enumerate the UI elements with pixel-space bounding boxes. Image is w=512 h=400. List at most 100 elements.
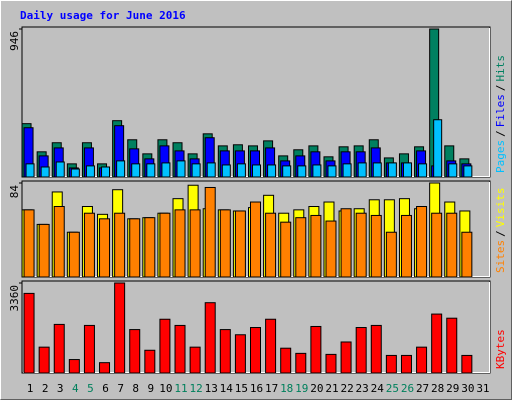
bar: [310, 325, 322, 374]
x-tick-label: 17: [265, 382, 278, 395]
bar: [297, 165, 307, 178]
x-tick-label: 28: [431, 382, 444, 395]
bar: [161, 162, 171, 178]
bar: [357, 162, 367, 178]
x-tick-label: 29: [446, 382, 459, 395]
bar: [250, 327, 261, 374]
bar: [402, 162, 412, 178]
bar: [38, 346, 50, 374]
bar: [355, 327, 367, 374]
x-tick-label: 13: [205, 382, 218, 395]
bar: [372, 162, 382, 178]
bar: [385, 231, 397, 278]
bar: [116, 160, 126, 178]
x-tick-label: 20: [310, 382, 323, 395]
bar: [433, 119, 443, 178]
bar: [448, 163, 458, 178]
legend: KBytes: [494, 329, 507, 369]
bar: [463, 165, 473, 178]
bar: [176, 160, 186, 178]
bar: [40, 166, 50, 178]
bar: [252, 164, 261, 178]
bar: [146, 163, 156, 178]
x-tick-label: 5: [87, 382, 94, 395]
bar: [204, 302, 216, 374]
x-tick-label: 31: [476, 382, 489, 395]
legend-entry: Pages: [494, 140, 507, 173]
bar: [159, 212, 171, 278]
bar: [325, 353, 337, 374]
bar: [234, 210, 246, 278]
bar: [295, 217, 307, 278]
bar: [446, 212, 458, 278]
bar: [191, 163, 201, 178]
x-tick-label: 26: [401, 382, 414, 395]
legend-separator: /: [494, 230, 507, 237]
bar: [265, 318, 277, 374]
bar: [114, 282, 126, 374]
bar: [400, 214, 412, 278]
x-tick-label: 27: [416, 382, 429, 395]
x-tick-label: 23: [356, 382, 369, 395]
x-tick-label: 11: [174, 382, 187, 395]
bar: [219, 209, 231, 278]
legend-entry: Files: [494, 94, 507, 127]
legend-entry: Visits: [494, 188, 507, 228]
bar: [85, 165, 95, 178]
bar: [159, 318, 171, 374]
bar: [219, 329, 231, 374]
bar: [99, 362, 111, 374]
bar: [83, 324, 95, 374]
x-tick-label: 16: [250, 382, 263, 395]
bar: [131, 163, 141, 178]
x-tick-label: 10: [159, 382, 172, 395]
bar: [68, 359, 80, 374]
legend: Pages / Files / Hits: [494, 55, 507, 173]
bar: [340, 208, 352, 278]
bar: [236, 163, 246, 178]
x-tick-label: 19: [295, 382, 308, 395]
bar: [280, 221, 292, 278]
x-tick-label: 4: [72, 382, 79, 395]
chart-title: Daily usage for June 2016: [20, 9, 186, 22]
bar: [267, 164, 277, 178]
bar: [206, 162, 216, 178]
y-tick-label: 946: [8, 31, 21, 51]
bar: [189, 209, 201, 278]
bar: [144, 349, 156, 374]
bar: [312, 164, 322, 178]
bar: [204, 186, 216, 278]
x-tick-label: 3: [57, 382, 64, 395]
bar: [23, 292, 35, 374]
bar: [53, 206, 65, 278]
legend-entry: Hits: [494, 55, 507, 82]
bar: [25, 163, 35, 178]
x-tick-label: 30: [461, 382, 474, 395]
legend-entry: Sites: [494, 240, 507, 273]
bar: [385, 354, 397, 374]
x-tick-label: 7: [117, 382, 124, 395]
y-tick-label: 84: [8, 185, 21, 199]
x-tick-label: 6: [102, 382, 109, 395]
bar: [144, 217, 156, 278]
bar: [416, 346, 428, 374]
bar: [129, 329, 141, 374]
bar: [416, 206, 428, 278]
bar: [280, 347, 292, 374]
bar: [129, 218, 141, 278]
bar: [55, 161, 65, 178]
bar: [370, 324, 382, 374]
x-tick-label: 2: [42, 382, 49, 395]
bar: [418, 163, 428, 178]
x-tick-label: 24: [371, 382, 385, 395]
x-tick-label: 9: [148, 382, 155, 395]
bar: [342, 163, 352, 178]
bar: [325, 220, 337, 278]
bar: [295, 352, 307, 374]
bar: [461, 354, 473, 374]
x-tick-label: 22: [340, 382, 353, 395]
bar: [387, 162, 397, 178]
